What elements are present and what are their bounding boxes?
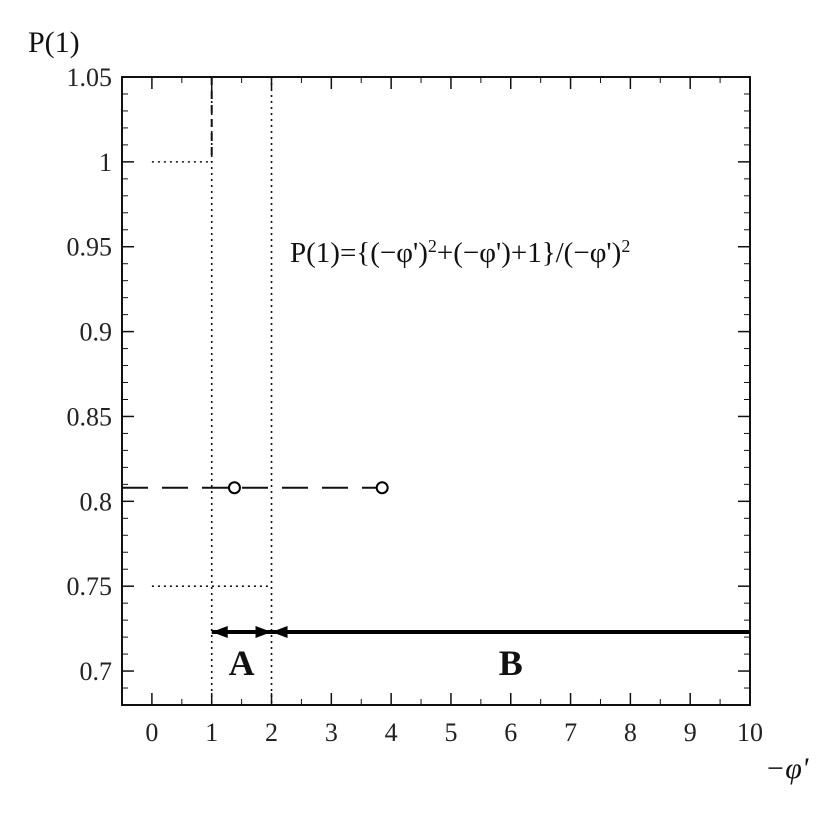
region-a-arrowhead-right	[255, 626, 272, 639]
x-tick-label: 9	[684, 718, 697, 747]
marked-point	[375, 481, 389, 495]
region-a-arrowhead-left	[211, 626, 228, 639]
plot-frame	[121, 76, 751, 706]
formula-sup-2: 2	[621, 236, 630, 256]
x-tick-label: 7	[564, 718, 577, 747]
x-tick-label: 2	[265, 718, 278, 747]
x-tick-label: 8	[624, 718, 637, 747]
x-tick-label: 6	[504, 718, 517, 747]
y-tick-label: 0.95	[67, 233, 113, 262]
curve-layer	[227, 481, 389, 495]
formula-sup-1: 2	[428, 236, 437, 256]
x-tick-label: 5	[444, 718, 457, 747]
axes: 0 1 2 3 4 5 6 7 8 9 10 0.7 0.75 0.8 0.85 0.9 0.95 1 1.05	[67, 63, 764, 747]
marked-point	[227, 481, 241, 495]
region-b-label: B	[499, 643, 523, 683]
formula-part-2: +(−φ')+1}/(−φ')	[437, 237, 621, 269]
y-axis-title: P(1)	[28, 26, 80, 59]
y-tick-label: 1.05	[67, 63, 113, 92]
region-b-arrowhead-left	[271, 626, 288, 639]
x-tick-label: 3	[325, 718, 338, 747]
y-tick-label: 0.85	[67, 402, 113, 431]
y-tick-label: 0.75	[67, 572, 113, 601]
x-tick-label: 4	[385, 718, 398, 747]
y-tick-label: 0.9	[80, 318, 113, 347]
y-tick-label: 0.7	[80, 657, 113, 686]
region-a-label: A	[229, 643, 255, 683]
x-tick-label: 10	[737, 718, 763, 747]
y-tick-label: 0.8	[80, 487, 113, 516]
x-tick-label: 0	[145, 718, 158, 747]
formula-annotation: P(1)={(−φ')2+(−φ')+1}/(−φ')2	[290, 236, 630, 269]
reference-lines	[122, 77, 383, 705]
y-tick-label: 1	[99, 148, 112, 177]
formula-part-1: P(1)={(−φ')	[290, 237, 428, 269]
x-tick-label: 1	[205, 718, 218, 747]
x-axis-title: −φ'	[765, 752, 809, 785]
